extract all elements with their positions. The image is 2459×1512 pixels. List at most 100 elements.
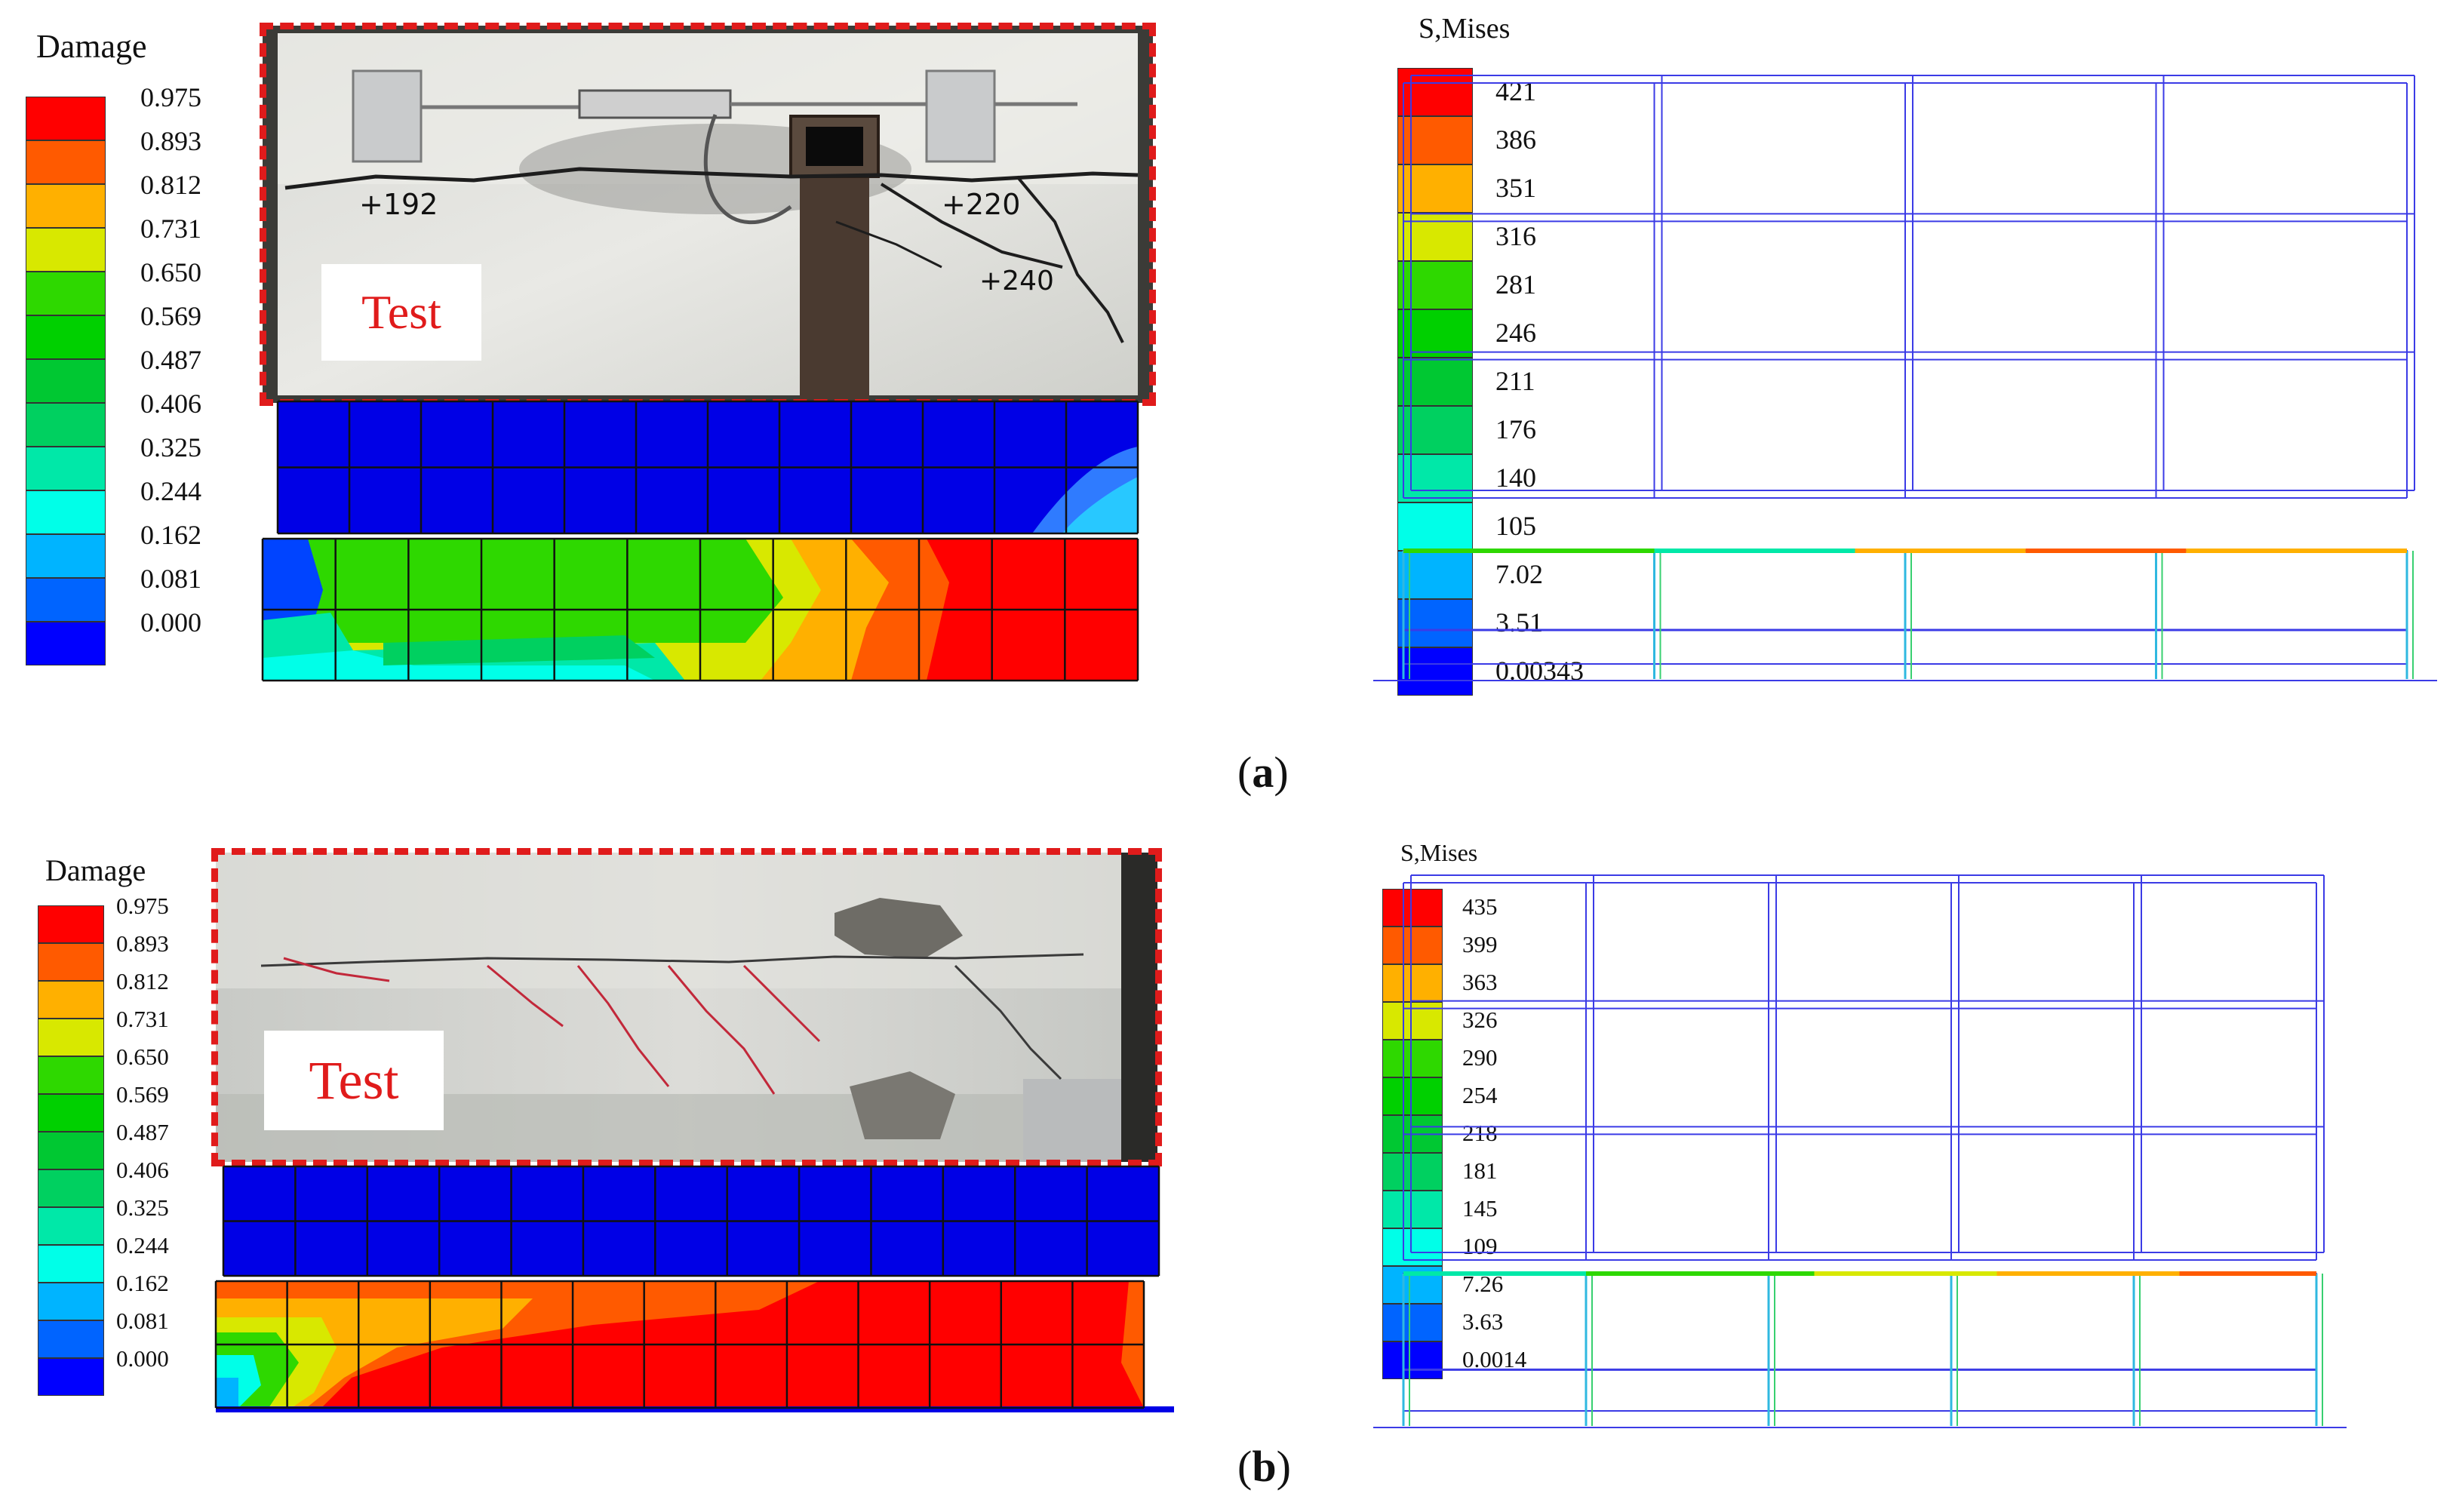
legend-swatch <box>1382 1191 1443 1228</box>
test-highlight-box <box>260 23 1156 406</box>
legend-swatch <box>38 1320 104 1358</box>
fe-steel-frame <box>1373 75 2437 681</box>
legend-swatch <box>1397 454 1473 502</box>
legend-swatch <box>38 981 104 1019</box>
test-label: Test <box>321 264 481 361</box>
crack-annotation: +220 <box>942 188 1020 221</box>
legend-value: 176 <box>1495 414 1536 445</box>
legend-swatch <box>38 943 104 981</box>
legend-value: 399 <box>1462 931 1498 958</box>
legend-value: 211 <box>1495 366 1535 397</box>
legend-value: 0.244 <box>116 1231 169 1258</box>
legend-value: 7.02 <box>1495 559 1543 590</box>
crack-annotation: +192 <box>359 188 438 221</box>
legend-value: 0.325 <box>140 432 201 463</box>
legend-value: 316 <box>1495 221 1536 252</box>
legend-swatch <box>1397 406 1473 454</box>
legend-value: 3.51 <box>1495 607 1543 638</box>
legend-value: 0.244 <box>140 476 201 507</box>
legend-swatch <box>38 1358 104 1396</box>
stress-strip <box>2186 549 2407 553</box>
legend-swatch <box>26 359 106 403</box>
damage-legend-title: Damage <box>45 853 146 887</box>
stress-strip <box>1814 1271 1997 1276</box>
legend-value: 0.406 <box>116 1156 169 1183</box>
legend-swatch <box>1382 927 1443 964</box>
legend-value: 386 <box>1495 124 1536 155</box>
legend-swatch <box>26 578 106 622</box>
legend-swatch <box>26 97 106 140</box>
crack-annotation: +240 <box>979 266 1054 297</box>
legend-value: 0.812 <box>140 170 201 201</box>
legend-swatch <box>1382 889 1443 927</box>
legend-value: 0.487 <box>116 1118 169 1145</box>
test-highlight-box <box>211 848 1162 1166</box>
legend-value: 0.975 <box>140 82 201 113</box>
legend-value: 0.406 <box>140 389 201 419</box>
legend-swatch <box>38 1132 104 1169</box>
stress-strip <box>1403 1271 1586 1276</box>
legend-swatch <box>1382 1040 1443 1077</box>
legend-swatch <box>1397 309 1473 358</box>
legend-swatch <box>1397 116 1473 164</box>
legend-value: 218 <box>1462 1120 1498 1147</box>
stress-strip <box>2179 1271 2316 1276</box>
legend-value: 0.162 <box>116 1269 169 1296</box>
slab-outline <box>1403 1273 2317 1412</box>
legend-value: 0.731 <box>116 1005 169 1032</box>
legend-value: 0.975 <box>116 892 169 919</box>
stress-strip <box>1855 549 2026 553</box>
test-photo: +192 +220 +240 Test <box>263 26 1153 403</box>
legend-value: 0.162 <box>140 520 201 551</box>
legend-swatch <box>26 272 106 315</box>
legend-swatch <box>1382 1153 1443 1191</box>
legend-value: 0.325 <box>116 1194 169 1221</box>
legend-value: 0.731 <box>140 214 201 244</box>
legend-swatch <box>1397 261 1473 309</box>
legend-value: 0.569 <box>140 301 201 332</box>
legend-swatch <box>26 315 106 359</box>
legend-swatch <box>1382 1304 1443 1341</box>
panel-label-a: (a) <box>1237 748 1289 797</box>
legend-swatch <box>38 1019 104 1056</box>
fe-steel-frame <box>1373 874 2347 1428</box>
legend-swatch <box>26 622 106 665</box>
stress-strip <box>1996 1271 2180 1276</box>
stress-strip <box>1586 1271 1815 1276</box>
legend-value: 363 <box>1462 969 1498 996</box>
legend-value: 0.081 <box>140 564 201 595</box>
test-label: Test <box>264 1031 444 1130</box>
legend-value: 435 <box>1462 893 1498 920</box>
legend-swatch <box>38 1283 104 1320</box>
legend-value: 140 <box>1495 463 1536 493</box>
legend-swatch <box>26 184 106 228</box>
legend-value: 246 <box>1495 318 1536 349</box>
legend-value: 105 <box>1495 511 1536 542</box>
legend-value: 0.650 <box>116 1043 169 1070</box>
test-photo: Test <box>216 853 1157 1162</box>
legend-swatch <box>1382 964 1443 1002</box>
legend-swatch <box>38 1094 104 1132</box>
legend-value: 281 <box>1495 269 1536 300</box>
legend-value: 0.000 <box>140 607 201 638</box>
legend-swatch <box>38 1169 104 1207</box>
legend-value: 0.000 <box>116 1345 169 1372</box>
stress-strip <box>2025 549 2187 553</box>
legend-value: 421 <box>1495 76 1536 107</box>
legend-swatch <box>1397 164 1473 213</box>
legend-value: 181 <box>1462 1157 1498 1185</box>
legend-swatch <box>26 490 106 534</box>
legend-swatch <box>1382 1077 1443 1115</box>
legend-value: 290 <box>1462 1044 1498 1071</box>
legend-swatch <box>26 140 106 184</box>
legend-swatch <box>1397 358 1473 406</box>
legend-swatch <box>26 534 106 578</box>
legend-value: 109 <box>1462 1233 1498 1260</box>
panel-label-b: (b) <box>1237 1442 1291 1491</box>
legend-value: 0.893 <box>140 126 201 157</box>
legend-swatch <box>38 1245 104 1283</box>
legend-value: 0.487 <box>140 345 201 376</box>
legend-swatch <box>1397 502 1473 551</box>
legend-value: 326 <box>1462 1006 1498 1034</box>
legend-swatch <box>1382 1341 1443 1379</box>
